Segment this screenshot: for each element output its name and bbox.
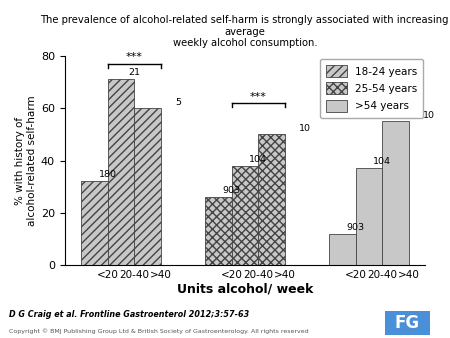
Bar	[81, 182, 108, 265]
Bar	[329, 234, 356, 265]
Title: The prevalence of alcohol-related self-harm is strongly associated with increasi: The prevalence of alcohol-related self-h…	[40, 15, 449, 48]
Text: 104: 104	[249, 155, 267, 164]
Bar	[356, 168, 382, 265]
Y-axis label: % with history of
alcohol-related self-harm: % with history of alcohol-related self-h…	[15, 95, 36, 226]
Bar	[205, 197, 232, 265]
Text: ***: ***	[126, 52, 143, 62]
Bar	[108, 79, 134, 265]
Text: 21: 21	[128, 68, 140, 77]
Text: 180: 180	[99, 170, 117, 179]
Text: 5: 5	[175, 98, 181, 107]
Bar	[382, 121, 409, 265]
Bar	[232, 166, 258, 265]
Text: 903: 903	[346, 223, 364, 232]
Text: 903: 903	[222, 186, 241, 195]
Text: D G Craig et al. Frontline Gastroenterol 2012;3:57-63: D G Craig et al. Frontline Gastroenterol…	[9, 310, 249, 319]
Text: 104: 104	[373, 157, 391, 166]
X-axis label: Units alcohol/ week: Units alcohol/ week	[177, 283, 313, 296]
Text: FG: FG	[395, 314, 420, 332]
Text: ***: ***	[374, 92, 391, 101]
Bar	[134, 108, 161, 265]
Legend: 18-24 years, 25-54 years, >54 years: 18-24 years, 25-54 years, >54 years	[320, 59, 423, 118]
Text: 10: 10	[299, 124, 311, 133]
Text: ***: ***	[250, 92, 266, 101]
Text: Copyright © BMJ Publishing Group Ltd & British Society of Gastroenterology. All : Copyright © BMJ Publishing Group Ltd & B…	[9, 328, 309, 334]
Text: 10: 10	[423, 111, 435, 120]
Bar	[258, 134, 285, 265]
